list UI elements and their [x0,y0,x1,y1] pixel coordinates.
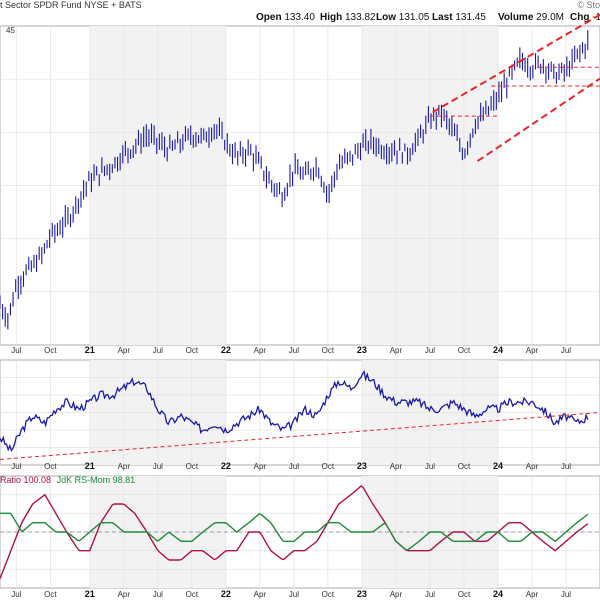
x-tick-label: Jul [289,346,299,355]
x-tick-label: Oct [44,346,57,355]
quote-open: Open 133.40 [256,12,315,23]
rrg-indicator-panel [0,475,600,589]
indicator-legend: Ratio 100.08 JdK RS-Mom 98.81 [0,475,135,485]
x-tick-label: Apr [118,462,131,471]
quote-bar: Open 133.40 High 133.82 Low 131.05 Last … [0,12,600,24]
quote-volume: Volume 29.0M [498,12,564,23]
x-tick-label: Apr [254,590,267,599]
x-tick-label: 22 [221,461,231,471]
x-tick-label: 21 [85,461,95,471]
x-tick-label: Oct [44,590,57,599]
x-tick-label: Jul [153,590,163,599]
x-tick-label: Jul [425,462,435,471]
x-tick-label: 22 [221,589,231,599]
watermark: © Sto [577,0,600,10]
legend-momentum: JdK RS-Mom 98.81 [57,475,136,485]
x-tick-label: 24 [493,461,503,471]
x-tick-label: Jul [153,346,163,355]
x-tick-label: Apr [526,346,539,355]
x-tick-label: Apr [526,590,539,599]
chart-title: t Sector SPDR Fund NYSE + BATS [0,0,142,11]
x-tick-label: 24 [493,589,503,599]
x-tick-label: 23 [357,589,367,599]
x-tick-label: 23 [357,345,367,355]
legend-ratio: Ratio 100.08 [0,475,51,485]
rs-trendline [0,412,600,460]
x-tick-label: Jul [289,590,299,599]
chart-header-top: t Sector SPDR Fund NYSE + BATS © Sto [0,0,600,11]
x-tick-label: Jul [561,462,571,471]
x-tick-label: Oct [186,590,199,599]
x-axis-labels: Jul Oct 21 Apr Jul Oct 22 Apr Jul Oct 23 Apr Jul Oct 2… [11,345,571,599]
x-tick-label: Apr [254,346,267,355]
x-tick-label: Oct [458,590,471,599]
x-tick-label: Jul [425,590,435,599]
x-tick-label: Jul [11,346,21,355]
x-tick-label: Jul [425,346,435,355]
x-tick-label: Jul [561,590,571,599]
x-tick-label: Oct [322,462,335,471]
x-tick-label: Apr [390,462,403,471]
x-tick-label: Apr [254,462,267,471]
x-tick-label: Oct [322,346,335,355]
x-tick-label: Oct [186,462,199,471]
x-tick-label: 22 [221,345,231,355]
x-tick-label: Jul [11,462,21,471]
x-tick-label: Apr [390,346,403,355]
x-tick-label: Oct [186,346,199,355]
x-tick-label: Apr [390,590,403,599]
x-tick-label: Oct [322,590,335,599]
x-tick-label: Jul [153,462,163,471]
quote-last: Last 131.45 [432,12,486,23]
quote-high: High 133.82 [320,12,376,23]
momentum-line [0,512,589,551]
price-panel [0,13,600,346]
x-tick-label: Oct [458,462,471,471]
panel-code-label: 45 [6,26,15,35]
x-tick-label: 21 [85,345,95,355]
x-tick-label: Jul [561,346,571,355]
x-tick-label: Jul [289,462,299,471]
x-tick-label: Jul [11,590,21,599]
x-tick-label: Apr [118,590,131,599]
trend-channel-lower [476,77,600,162]
x-tick-label: Apr [526,462,539,471]
x-tick-label: 23 [357,461,367,471]
ratio-line [0,484,589,579]
x-tick-label: Apr [118,346,131,355]
x-tick-label: 24 [493,345,503,355]
relative-strength-line [0,370,589,453]
x-tick-label: Oct [458,346,471,355]
symbol-name: t Sector SPDR Fund [0,0,82,10]
quote-low: Low 131.05 [376,12,430,23]
x-tick-label: Oct [44,462,57,471]
relative-strength-panel [0,359,600,466]
exchange-label: NYSE + BATS [84,0,142,10]
x-tick-label: 21 [85,589,95,599]
